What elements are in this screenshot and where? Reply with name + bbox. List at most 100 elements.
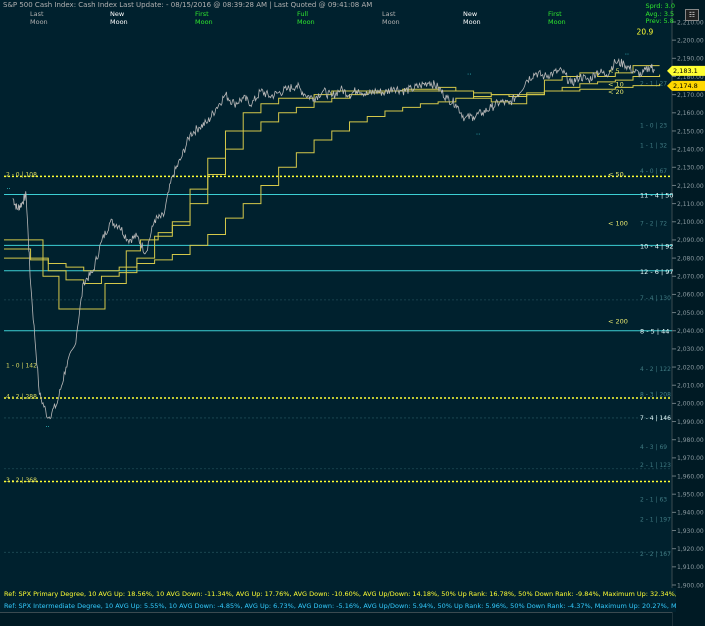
ma-label: < 5 (608, 67, 620, 75)
moon-phase-label: Last (30, 10, 44, 18)
right-level-label: 4 - 2 | 122 (640, 366, 671, 373)
right-level-label: 2 - 1 | 123 (640, 462, 671, 469)
swing-marker: ·· (476, 130, 480, 138)
previous-value: Prev: 5.8 (645, 17, 674, 25)
y-tick-label: 2,090.00 (677, 237, 704, 244)
moon-phase-label: New (463, 10, 478, 18)
cyan-level-label: 12 - 6 | 97 (640, 268, 673, 276)
right-level-label: 4 - 3 | 69 (640, 444, 667, 451)
moon-phase-label: First (548, 10, 562, 18)
y-tick-label: 2,130.00 (677, 165, 704, 172)
y-tick-label: 2,170.00 (677, 92, 704, 99)
y-tick-label: 2,080.00 (677, 255, 704, 262)
spread-stats: Sprd: 3.0 Avg.: 3.5 Prev: 5.8 (645, 2, 675, 26)
right-level-label: 7 - 4 | 146 (640, 415, 671, 422)
y-tick-label: 2,190.00 (677, 56, 704, 63)
swing-marker: ·· (6, 185, 10, 193)
annotation-label: 20.9 (637, 28, 654, 37)
y-tick-label: 1,960.00 (677, 473, 704, 480)
menu-icon[interactable]: ☷ (685, 9, 699, 21)
moon-phase-sublabel: Moon (463, 18, 481, 26)
y-tick-label: 2,180.00 (677, 74, 704, 81)
price-tag: 2,183.1 (667, 65, 705, 76)
moon-phase-sublabel: Moon (195, 18, 213, 26)
ma-label: < 50 (608, 171, 624, 179)
ma-label: < 100 (608, 220, 628, 228)
y-tick-label: 2,140.00 (677, 146, 704, 153)
price-tag-box (667, 65, 705, 76)
right-level-label: 2 - 1 | 27 (640, 81, 667, 88)
y-tick-label: 2,200.00 (677, 37, 704, 44)
moon-phase-sublabel: Moon (30, 18, 48, 26)
right-level-label: 7 - 4 | 130 (640, 295, 671, 302)
right-level-label: 1 - 1 | 32 (640, 142, 667, 149)
moon-phase-label: New (110, 10, 125, 18)
intermediate-degree-stats: Ref: SPX Intermediate Degree, 10 AVG Up:… (0, 600, 676, 612)
moon-phase-sublabel: Moon (110, 18, 128, 26)
moon-phase-sublabel: Moon (382, 18, 400, 26)
swing-marker: ·· (45, 423, 49, 431)
y-tick-label: 1,900.00 (677, 582, 704, 589)
price-tag: 2,174.8 (667, 80, 705, 91)
swing-marker: ·· (625, 51, 629, 59)
y-tick-label: 2,110.00 (677, 201, 704, 208)
ma-label: < 20 (608, 88, 624, 96)
left-level-label: 1 - 0 | 142 (6, 362, 37, 369)
y-tick-label: 2,120.00 (677, 183, 704, 190)
cyan-level-label: 11 - 4 | 50 (640, 192, 673, 200)
y-tick-label: 1,980.00 (677, 437, 704, 444)
moon-phase-sublabel: Moon (548, 18, 566, 26)
y-axis-panel (672, 0, 705, 626)
y-tick-label: 2,100.00 (677, 219, 704, 226)
primary-degree-stats: Ref: SPX Primary Degree, 10 AVG Up: 18.5… (0, 588, 676, 600)
y-tick-label: 2,020.00 (677, 364, 704, 371)
price-tag-box (667, 80, 705, 91)
cyan-level-label: 8 - 5 | 44 (640, 328, 669, 336)
average-value: Avg.: 3.5 (645, 9, 675, 18)
right-level-label: 7 - 2 | 72 (640, 221, 667, 228)
left-level-label: 3 - 2 | 368 (6, 477, 37, 484)
price-tag-label: 2,174.8 (673, 82, 698, 90)
y-tick-label: 2,040.00 (677, 328, 704, 335)
y-tick-label: 1,910.00 (677, 564, 704, 571)
y-tick-label: 1,970.00 (677, 455, 704, 462)
y-tick-label: 2,070.00 (677, 274, 704, 281)
left-level-label: 2 - 0 | 108 (6, 172, 37, 179)
moving-average-20 (4, 83, 661, 272)
y-tick-label: 1,950.00 (677, 491, 704, 498)
price-line (12, 57, 655, 420)
moon-phase-label: First (195, 10, 209, 18)
y-tick-label: 2,050.00 (677, 310, 704, 317)
ma-label: < 10 (608, 81, 624, 89)
right-level-label: 1 - 0 | 23 (640, 123, 667, 130)
ma-label: < 200 (608, 318, 628, 326)
chart-title: S&P 500 Cash Index: Cash Index Last Upda… (3, 1, 373, 9)
left-level-label: 4 - 2 | 288 (6, 393, 37, 400)
right-level-label: 2 - 2 | 167 (640, 551, 671, 558)
cyan-level-label: 10 - 4 | 92 (640, 242, 673, 250)
moving-average-5 (4, 65, 660, 310)
y-tick-label: 1,990.00 (677, 419, 704, 426)
y-tick-label: 2,160.00 (677, 110, 704, 117)
y-tick-label: 1,920.00 (677, 546, 704, 553)
spread-value: Sprd: 3.0 (645, 2, 675, 10)
x-axis (0, 612, 672, 626)
y-tick-label: 2,150.00 (677, 128, 704, 135)
y-tick-label: 2,000.00 (677, 401, 704, 408)
right-level-label: 8 - 3 | 208 (640, 391, 671, 398)
y-tick-label: 1,930.00 (677, 528, 704, 535)
moon-phase-sublabel: Moon (297, 18, 315, 26)
right-level-label: 2 - 1 | 63 (640, 497, 667, 504)
swing-marker: ·· (467, 70, 471, 78)
y-tick-label: 2,060.00 (677, 292, 704, 299)
price-tag-label: 2,183.1 (673, 67, 698, 75)
y-tick-label: 2,010.00 (677, 383, 704, 390)
moon-phase-label: Last (382, 10, 396, 18)
right-level-label: 4 - 0 | 67 (640, 168, 667, 175)
y-tick-label: 2,210.00 (677, 19, 704, 26)
y-tick-label: 2,030.00 (677, 346, 704, 353)
moon-phase-label: Full (297, 10, 309, 18)
